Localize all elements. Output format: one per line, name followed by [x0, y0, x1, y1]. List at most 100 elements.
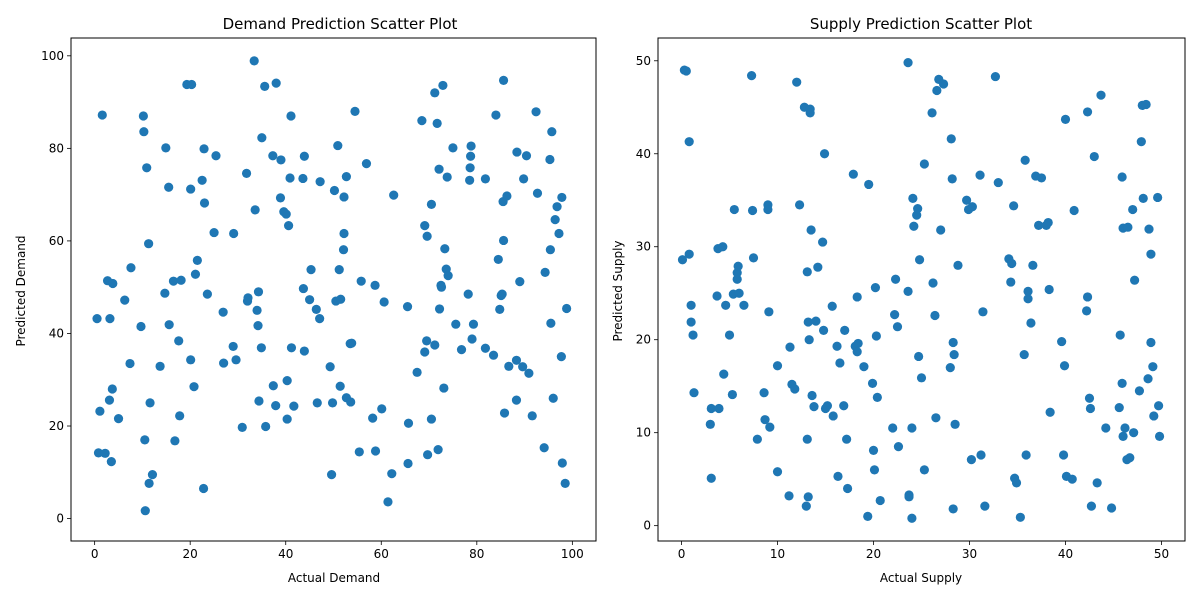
- demand-data-point: [306, 265, 316, 275]
- demand-data-point: [519, 174, 529, 184]
- supply-data-point: [822, 401, 833, 411]
- supply-data-point: [1123, 222, 1133, 232]
- supply-data-point: [938, 79, 949, 89]
- demand-data-point: [285, 173, 295, 183]
- demand-data-point: [105, 314, 115, 324]
- supply-data-point: [819, 149, 830, 159]
- demand-data-point: [350, 106, 360, 116]
- supply-data-point: [853, 338, 863, 349]
- demand-data-point: [356, 276, 366, 286]
- supply-y-tick-label: 30: [636, 240, 651, 254]
- demand-data-point: [422, 336, 432, 346]
- supply-data-point: [903, 286, 913, 296]
- supply-data-point: [842, 483, 853, 494]
- demand-data-point: [379, 297, 389, 307]
- supply-y-tick-label: 20: [636, 333, 651, 347]
- demand-data-point: [113, 414, 124, 424]
- demand-data-point: [138, 111, 148, 121]
- demand-data-point: [189, 382, 199, 392]
- supply-data-point: [947, 174, 957, 184]
- demand-data-point: [548, 393, 558, 403]
- supply-data-point: [839, 401, 849, 411]
- demand-data-point: [338, 245, 349, 255]
- demand-data-point: [497, 289, 507, 299]
- demand-data-point: [92, 314, 102, 324]
- demand-data-point: [243, 293, 253, 303]
- supply-data-point: [1082, 107, 1093, 117]
- demand-data-point: [218, 307, 228, 317]
- supply-data-point: [945, 362, 955, 373]
- supply-data-point: [811, 316, 821, 326]
- supply-x-tick-label: 20: [866, 547, 881, 561]
- demand-data-point: [237, 422, 247, 432]
- supply-data-point: [806, 225, 816, 235]
- demand-data-point: [361, 159, 372, 169]
- supply-data-point: [803, 317, 813, 327]
- supply-data-point: [1125, 453, 1135, 463]
- supply-data-point: [1020, 155, 1030, 165]
- supply-data-point: [790, 384, 800, 394]
- supply-data-point: [785, 342, 795, 352]
- supply-data-point: [1009, 201, 1019, 211]
- demand-data-point: [144, 239, 154, 249]
- demand-data-point: [229, 228, 239, 239]
- supply-data-point: [747, 205, 758, 216]
- demand-data-point: [433, 445, 443, 455]
- supply-data-point: [1134, 386, 1145, 396]
- demand-x-tick-label: 100: [561, 547, 584, 561]
- demand-data-point: [271, 401, 281, 411]
- demand-data-point: [465, 163, 475, 173]
- demand-data-point: [315, 314, 325, 324]
- demand-data-point: [370, 446, 381, 456]
- demand-data-point: [545, 154, 555, 165]
- demand-data-point: [467, 334, 477, 344]
- demand-data-point: [493, 254, 503, 265]
- demand-data-point: [466, 151, 476, 161]
- supply-data-point: [1096, 90, 1106, 100]
- demand-data-point: [140, 506, 150, 516]
- demand-data-point: [144, 478, 154, 488]
- supply-data-point: [732, 274, 742, 284]
- demand-data-point: [443, 271, 453, 281]
- demand-data-point: [432, 118, 442, 128]
- demand-data-point: [281, 209, 291, 219]
- demand-data-point: [298, 283, 309, 294]
- demand-data-point: [136, 321, 146, 332]
- demand-data-point: [325, 362, 335, 372]
- demand-data-point: [253, 320, 263, 331]
- demand-data-point: [228, 341, 238, 352]
- supply-data-point: [734, 288, 744, 298]
- supply-data-point: [1059, 361, 1070, 371]
- demand-data-point: [339, 228, 349, 239]
- supply-y-tick-label: 40: [636, 147, 651, 161]
- supply-data-point: [852, 292, 862, 302]
- supply-data-point: [980, 501, 990, 511]
- supply-data-point: [827, 301, 837, 311]
- supply-data-point: [1114, 402, 1124, 413]
- supply-data-point: [1019, 349, 1029, 360]
- supply-data-point: [875, 495, 885, 506]
- demand-data-point: [339, 192, 349, 202]
- supply-data-point: [1084, 393, 1095, 403]
- supply-data-point: [729, 204, 739, 215]
- supply-data-point: [907, 423, 917, 433]
- supply-data-point: [1154, 431, 1165, 442]
- supply-data-point: [1149, 411, 1159, 421]
- supply-data-point: [677, 255, 688, 265]
- demand-x-tick-label: 20: [183, 547, 198, 561]
- supply-data-point: [953, 260, 963, 270]
- demand-data-point: [488, 350, 499, 360]
- demand-data-point: [562, 303, 572, 314]
- supply-data-point: [818, 237, 828, 247]
- demand-data-point: [347, 338, 357, 348]
- demand-plot-frame: [70, 37, 597, 542]
- demand-data-point: [95, 406, 105, 416]
- demand-data-point: [402, 302, 413, 312]
- demand-data-point: [389, 190, 399, 200]
- supply-y-axis-label: Predicted Supply: [611, 240, 625, 341]
- supply-x-tick-label: 30: [962, 547, 977, 561]
- demand-data-point: [552, 202, 562, 212]
- supply-data-point: [1067, 474, 1077, 484]
- supply-data-point: [872, 392, 882, 402]
- supply-data-point: [1082, 292, 1093, 302]
